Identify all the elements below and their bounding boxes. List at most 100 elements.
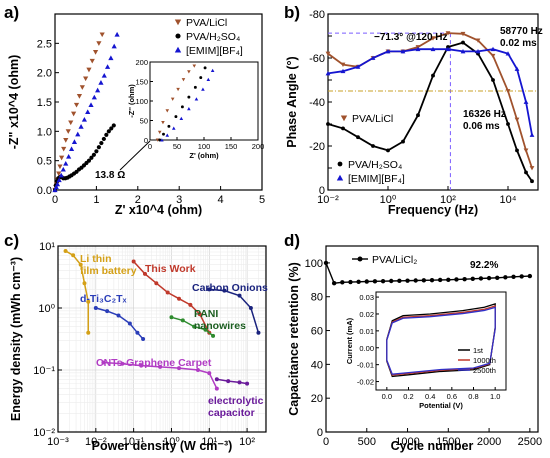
data-point <box>256 330 261 335</box>
inset-y-tick-label: 0.03 <box>359 293 374 302</box>
data-point <box>222 288 227 293</box>
data-point <box>211 333 216 338</box>
data-point <box>341 126 345 131</box>
data-point <box>348 279 353 285</box>
x-tick-label: 2 <box>135 194 141 206</box>
data-point <box>63 138 69 143</box>
data-point <box>111 123 116 128</box>
data-point <box>93 306 98 310</box>
inset-y-tick-label: -0.02 <box>357 378 374 387</box>
data-point <box>61 146 67 152</box>
data-point <box>58 172 64 178</box>
data-point <box>470 276 475 282</box>
series-line <box>327 32 533 169</box>
label-cnt-graphene: CNTs-Graphene Carpet <box>96 357 212 369</box>
data-point <box>491 78 495 82</box>
data-point <box>340 280 345 285</box>
annotation-freq-2: 16326 Hz <box>463 109 506 120</box>
data-point <box>177 366 182 371</box>
data-point <box>527 273 533 279</box>
data-point <box>385 49 391 54</box>
series-line <box>327 48 533 136</box>
legend-marker <box>175 33 181 39</box>
inset-data-point <box>179 116 184 120</box>
inset-data-point <box>180 105 184 109</box>
legend-entry: [EMIM][BF₄] <box>348 173 405 185</box>
data-point <box>65 129 71 134</box>
inset-x-tick-label: 100 <box>198 142 211 151</box>
data-point <box>135 330 140 335</box>
data-point <box>59 155 65 161</box>
inset-x-tick-label: 0.6 <box>447 392 457 401</box>
y-tick-label: 40 <box>311 359 323 371</box>
label-this-work: This Work <box>145 263 196 275</box>
x-axis-label: Frequency (Hz) <box>388 203 478 217</box>
data-point <box>503 275 508 280</box>
data-point <box>475 49 481 54</box>
data-point <box>81 117 87 122</box>
data-point <box>109 126 114 131</box>
data-point <box>505 89 511 94</box>
data-point <box>116 313 121 318</box>
y-tick-label: 60 <box>311 326 323 338</box>
x-tick-label: 2500 <box>518 436 542 448</box>
data-point <box>106 129 111 134</box>
data-point <box>108 55 114 61</box>
data-point <box>400 49 406 54</box>
label-electrolytic-1: electrolytic <box>208 395 264 407</box>
x-tick-label: 3 <box>176 194 182 206</box>
data-point <box>56 171 62 177</box>
y-tick-label: 0.0 <box>37 185 52 197</box>
panel-a-chart: 0 1 2 3 4 5 0.0 0.5 1.0 1.5 2.0 2.5 Z' x10^4 (ohm) -Z… <box>7 13 265 217</box>
data-point <box>326 122 330 126</box>
inset-y-tick-label: 0.01 <box>359 327 374 336</box>
data-point <box>340 68 346 74</box>
inset-data-point <box>199 76 203 80</box>
data-point <box>71 139 78 144</box>
annotation-retention: 92.2% <box>470 260 498 271</box>
data-point <box>89 155 94 160</box>
y-tick-label: 1.5 <box>37 97 52 109</box>
data-point <box>89 58 95 64</box>
legend-marker <box>174 46 182 53</box>
data-point <box>57 164 63 170</box>
inset-y-tick-label: 200 <box>135 58 148 67</box>
y-tick-label: 0 <box>319 185 325 197</box>
data-point <box>325 71 331 76</box>
data-point <box>515 148 519 153</box>
data-point <box>68 146 75 152</box>
data-point <box>495 275 500 280</box>
inset-x-tick-label: 0.8 <box>468 392 478 401</box>
data-point <box>430 46 436 52</box>
data-point <box>127 321 132 326</box>
data-point <box>88 102 94 108</box>
data-point <box>139 363 144 368</box>
data-point <box>68 120 74 126</box>
legend-entry: PVA/LiCl <box>352 113 393 125</box>
y-tick-label: 2.0 <box>37 68 52 80</box>
data-point <box>101 360 106 365</box>
data-point <box>86 299 91 304</box>
data-point <box>380 278 386 284</box>
inset-y-tick-label: 0.00 <box>359 344 374 353</box>
data-point <box>514 117 520 122</box>
data-point <box>371 144 375 148</box>
data-point <box>401 139 405 144</box>
series-line <box>325 262 530 284</box>
data-point <box>514 66 520 71</box>
data-point <box>56 177 62 183</box>
data-point <box>372 279 378 284</box>
data-point <box>486 275 492 281</box>
inset-x-axis-label: Potential (V) <box>419 401 463 410</box>
panel-a-label: a) <box>4 3 19 22</box>
data-point <box>429 277 435 283</box>
plot-frame <box>57 245 267 433</box>
inset-x-tick-label: 0.2 <box>403 392 413 401</box>
data-point <box>524 170 528 175</box>
data-point <box>111 43 117 49</box>
inset-x-tick-label: 1.0 <box>490 392 500 401</box>
data-point <box>120 361 125 366</box>
inset-data-point <box>171 126 176 130</box>
inset-data-point <box>162 132 165 136</box>
data-point <box>86 330 91 335</box>
